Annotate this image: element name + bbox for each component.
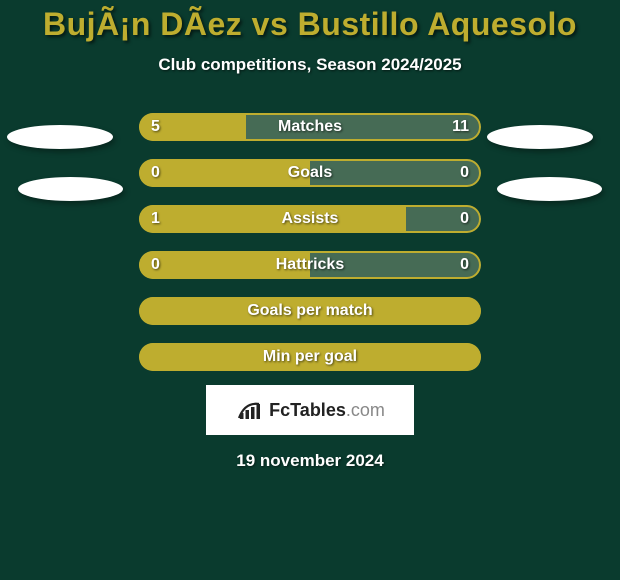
club-logo-right-2	[497, 177, 602, 201]
stat-label: Hattricks	[139, 251, 481, 279]
date-label: 19 november 2024	[0, 451, 620, 471]
stat-row: 511Matches	[139, 113, 481, 141]
page-title: BujÃ¡n DÃ­ez vs Bustillo Aquesolo	[0, 6, 620, 43]
stat-label: Assists	[139, 205, 481, 233]
stat-row: 00Goals	[139, 159, 481, 187]
fctables-icon	[235, 396, 263, 424]
stat-row: 00Hattricks	[139, 251, 481, 279]
stat-row: 10Assists	[139, 205, 481, 233]
club-logo-left-2	[18, 177, 123, 201]
branding-name: FcTables	[269, 400, 346, 420]
branding-text: FcTables.com	[269, 400, 385, 421]
stat-label: Min per goal	[139, 343, 481, 371]
stat-row: Goals per match	[139, 297, 481, 325]
club-logo-left-1	[7, 125, 113, 149]
stat-row: Min per goal	[139, 343, 481, 371]
player2-name: Bustillo Aquesolo	[298, 6, 577, 42]
stat-label: Matches	[139, 113, 481, 141]
player1-name: BujÃ¡n DÃ­ez	[43, 6, 242, 42]
comparison-card: BujÃ¡n DÃ­ez vs Bustillo Aquesolo Club c…	[0, 0, 620, 580]
stat-label: Goals per match	[139, 297, 481, 325]
stat-label: Goals	[139, 159, 481, 187]
subtitle: Club competitions, Season 2024/2025	[0, 55, 620, 75]
branding-suffix: .com	[346, 400, 385, 420]
club-logo-right-1	[487, 125, 593, 149]
vs-label: vs	[252, 6, 289, 42]
branding-box: FcTables.com	[206, 385, 414, 435]
stat-rows: 511Matches 00Goals 10Assists 00Hattricks Goa…	[0, 113, 620, 371]
